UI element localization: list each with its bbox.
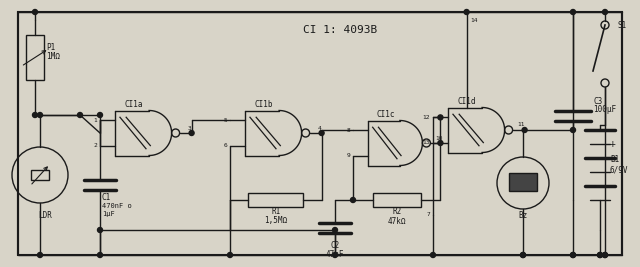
- Text: P1: P1: [46, 43, 55, 52]
- Text: 100μF: 100μF: [593, 105, 616, 115]
- Circle shape: [172, 129, 180, 137]
- Text: CI1a: CI1a: [124, 100, 143, 109]
- Text: 1MΩ: 1MΩ: [46, 52, 60, 61]
- Circle shape: [189, 131, 194, 135]
- Circle shape: [601, 79, 609, 87]
- Circle shape: [422, 139, 430, 147]
- Circle shape: [598, 253, 602, 257]
- Bar: [509, 173, 537, 191]
- Text: 4: 4: [317, 125, 321, 131]
- Circle shape: [438, 140, 443, 146]
- Text: CI1b: CI1b: [254, 100, 273, 109]
- Circle shape: [602, 10, 607, 14]
- Circle shape: [38, 112, 42, 117]
- Text: C1: C1: [102, 193, 111, 202]
- Circle shape: [520, 253, 525, 257]
- Text: 14: 14: [470, 18, 478, 22]
- Text: CI 1: 4093B: CI 1: 4093B: [303, 25, 377, 35]
- Circle shape: [12, 147, 68, 203]
- Circle shape: [97, 227, 102, 233]
- Text: 10: 10: [435, 135, 443, 140]
- Text: 1μF: 1μF: [102, 211, 115, 217]
- Text: 47kΩ: 47kΩ: [387, 217, 406, 226]
- Circle shape: [38, 253, 42, 257]
- Text: B1: B1: [610, 155, 620, 164]
- Text: C2: C2: [330, 241, 340, 250]
- Circle shape: [431, 253, 435, 257]
- Text: LDR: LDR: [38, 211, 52, 220]
- Circle shape: [319, 131, 324, 135]
- Text: 8: 8: [346, 128, 350, 133]
- Bar: [248, 193, 303, 207]
- Circle shape: [598, 253, 602, 257]
- Circle shape: [570, 253, 575, 257]
- Circle shape: [301, 129, 310, 137]
- Text: 3: 3: [188, 125, 191, 131]
- Circle shape: [351, 198, 355, 202]
- Text: S1: S1: [617, 21, 627, 29]
- Circle shape: [97, 112, 102, 117]
- Text: 6/9V: 6/9V: [610, 166, 628, 175]
- Text: R1: R1: [271, 207, 280, 217]
- Circle shape: [504, 126, 513, 134]
- Circle shape: [602, 253, 607, 257]
- Circle shape: [33, 112, 38, 117]
- Text: 47nF: 47nF: [326, 250, 344, 259]
- Text: 2: 2: [93, 143, 97, 148]
- Circle shape: [497, 157, 549, 209]
- Text: 470nF o: 470nF o: [102, 203, 132, 209]
- Circle shape: [522, 128, 527, 132]
- Text: 5: 5: [223, 118, 227, 123]
- Text: 12: 12: [422, 115, 430, 120]
- Bar: [31, 170, 49, 180]
- Text: C3: C3: [593, 96, 602, 105]
- Circle shape: [333, 253, 337, 257]
- Text: 6: 6: [223, 143, 227, 148]
- Circle shape: [570, 253, 575, 257]
- Circle shape: [438, 115, 443, 120]
- Circle shape: [33, 10, 38, 14]
- Circle shape: [464, 10, 469, 14]
- Bar: [372, 193, 420, 207]
- Text: 7: 7: [426, 213, 430, 218]
- Circle shape: [333, 227, 337, 233]
- Text: 13: 13: [422, 140, 430, 145]
- Text: CI1c: CI1c: [376, 110, 395, 119]
- Text: CI1d: CI1d: [458, 97, 476, 106]
- Text: 9: 9: [346, 153, 350, 158]
- Circle shape: [602, 253, 607, 257]
- Text: R2: R2: [392, 207, 401, 217]
- Circle shape: [570, 128, 575, 132]
- Text: +: +: [610, 139, 616, 149]
- Circle shape: [227, 253, 232, 257]
- Circle shape: [570, 10, 575, 14]
- Circle shape: [520, 253, 525, 257]
- Text: 1: 1: [93, 118, 97, 123]
- Bar: [26, 35, 44, 80]
- Circle shape: [97, 253, 102, 257]
- Circle shape: [601, 21, 609, 29]
- Text: Bz: Bz: [518, 211, 527, 221]
- Circle shape: [77, 112, 83, 117]
- Text: 11: 11: [518, 123, 525, 128]
- Text: 1,5MΩ: 1,5MΩ: [264, 217, 287, 226]
